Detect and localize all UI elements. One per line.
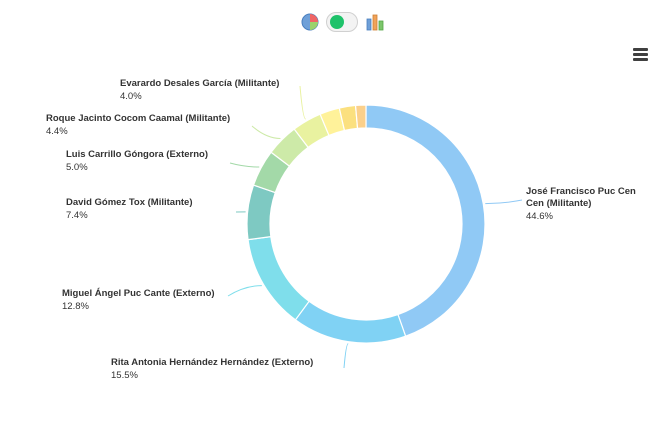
slice-label-name: Miguel Ángel Puc Cante (Externo): [62, 288, 215, 299]
slice-label-name-line2: Cen (Militante): [526, 198, 591, 209]
toggle-knob: [330, 15, 344, 29]
chart-type-toggle[interactable]: [326, 12, 358, 32]
slice-label-value: 4.0%: [120, 91, 142, 102]
slice-label-name: Luis Carrillo Góngora (Externo): [66, 149, 208, 160]
chart-toolbar: [0, 0, 667, 44]
donut-slice[interactable]: [247, 235, 310, 321]
slice-label-value: 12.8%: [62, 301, 89, 312]
slice-label-name: Roque Jacinto Cocom Caamal (Militante): [46, 113, 230, 124]
slice-label-name: Evarardo Desales García (Militante): [120, 78, 279, 89]
slice-label-name: Rita Antonia Hernández Hernández (Extern…: [111, 357, 313, 368]
leader-line: [299, 85, 307, 120]
slice-label-value: 7.4%: [66, 210, 88, 221]
slice-label-value: 44.6%: [526, 211, 553, 222]
leader-line: [227, 285, 262, 297]
leader-line: [251, 125, 281, 139]
slice-label-value: 4.4%: [46, 126, 68, 137]
donut-slice[interactable]: [365, 104, 486, 337]
donut-slice[interactable]: [294, 300, 407, 344]
leader-line: [485, 199, 523, 205]
slice-label-value: 15.5%: [111, 370, 138, 381]
leader-line: [343, 343, 349, 369]
pie-chart-icon[interactable]: [298, 9, 322, 35]
slice-label-value: 5.0%: [66, 162, 88, 173]
donut-slice[interactable]: [354, 104, 367, 130]
hamburger-menu-icon[interactable]: [630, 44, 652, 64]
slice-label-name: David Gómez Tox (Militante): [66, 197, 193, 208]
leader-line: [229, 162, 260, 168]
donut-slice[interactable]: [246, 184, 277, 241]
slice-label-name: José Francisco Puc Cen: [526, 186, 636, 197]
bar-chart-icon[interactable]: [364, 9, 386, 35]
